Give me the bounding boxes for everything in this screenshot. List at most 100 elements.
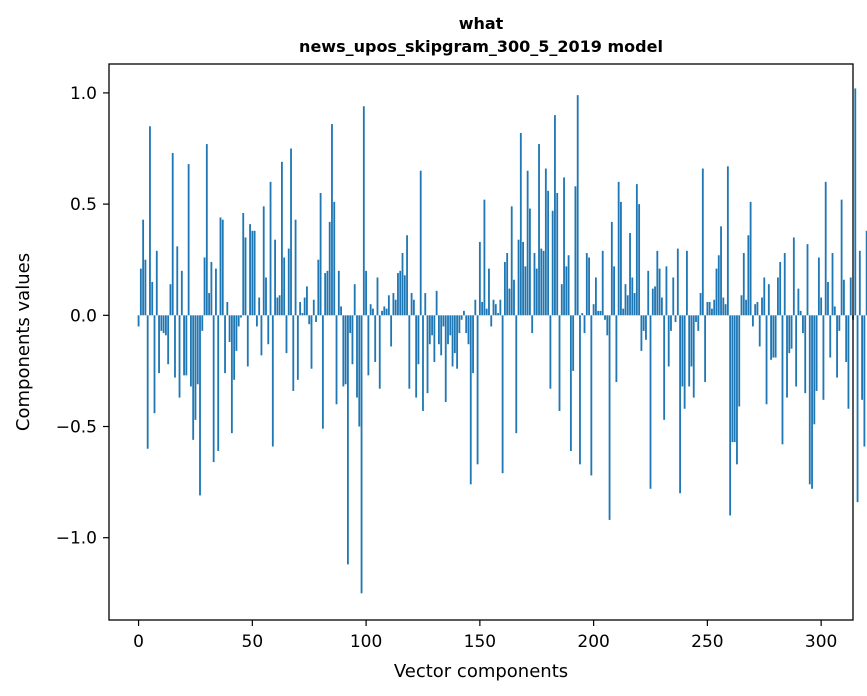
bar <box>751 315 754 327</box>
bar <box>699 293 702 316</box>
bar <box>599 310 602 316</box>
bar <box>474 299 477 316</box>
bar <box>522 241 524 316</box>
bar <box>590 315 593 476</box>
bar <box>815 315 818 391</box>
bar <box>205 144 208 316</box>
bar <box>692 315 695 398</box>
bar <box>324 273 327 316</box>
bar <box>274 239 276 316</box>
bar <box>230 315 233 434</box>
bar <box>174 315 176 378</box>
bar <box>754 304 757 316</box>
bar <box>190 315 192 387</box>
bar <box>255 315 258 327</box>
x-tick-label: 50 <box>242 632 264 652</box>
bar <box>144 259 147 316</box>
bar <box>720 226 722 316</box>
chart-title-line1: what <box>459 14 504 33</box>
bar <box>565 266 568 316</box>
bar <box>180 270 183 316</box>
bar <box>638 204 641 316</box>
bar <box>765 315 768 405</box>
bar <box>704 315 707 383</box>
bar <box>745 299 747 316</box>
bar <box>863 315 866 447</box>
bar <box>633 293 636 316</box>
bar <box>770 315 772 360</box>
bar <box>610 221 613 316</box>
bar <box>353 284 356 316</box>
bars-group <box>137 88 867 594</box>
bar <box>783 253 786 316</box>
bar <box>688 315 691 387</box>
bar <box>763 277 766 316</box>
bar <box>615 315 618 383</box>
bar <box>683 315 686 409</box>
bar <box>804 315 807 394</box>
bar <box>408 315 411 389</box>
bar <box>449 315 452 336</box>
bar <box>865 230 867 316</box>
bar <box>224 315 226 374</box>
bar <box>574 186 577 316</box>
bar <box>451 315 454 367</box>
bar <box>656 250 659 316</box>
bar <box>337 270 340 316</box>
bar <box>726 166 729 316</box>
bar <box>777 277 779 316</box>
bar <box>579 315 581 465</box>
bar <box>758 315 761 347</box>
bar <box>139 268 142 316</box>
bar <box>185 315 188 376</box>
bar <box>444 315 447 403</box>
bar <box>394 299 397 316</box>
bar <box>797 288 800 316</box>
bar <box>221 219 224 316</box>
bar <box>713 299 716 316</box>
bar <box>567 255 570 316</box>
x-tick-label: 300 <box>805 632 837 652</box>
bar <box>362 106 365 316</box>
bar <box>183 315 185 376</box>
bar <box>306 286 308 316</box>
bar <box>478 241 481 316</box>
bar <box>585 253 588 316</box>
bar <box>312 299 315 316</box>
bar <box>235 315 238 351</box>
x-tick-label: 0 <box>133 632 144 652</box>
bar <box>155 250 158 316</box>
bar <box>510 206 513 316</box>
bar <box>403 275 406 316</box>
bar <box>824 181 827 316</box>
bar <box>731 315 734 443</box>
bar <box>781 315 784 445</box>
bar <box>772 315 775 358</box>
bar <box>228 315 231 342</box>
bar <box>799 310 802 316</box>
x-axis-ticks: 0 50 100 150 200 250 300 <box>133 620 837 652</box>
bar <box>679 315 681 494</box>
bar <box>292 315 295 391</box>
bar <box>827 281 829 316</box>
bar <box>802 315 804 334</box>
bar <box>833 306 836 316</box>
bar <box>283 257 286 316</box>
bar <box>547 190 550 316</box>
bar <box>326 270 329 316</box>
bar <box>711 308 713 316</box>
bar <box>831 253 834 316</box>
bar <box>533 253 536 316</box>
bar <box>281 161 283 316</box>
bar <box>629 233 631 316</box>
bar <box>465 315 468 334</box>
bar <box>453 315 456 354</box>
bar <box>635 184 638 316</box>
bar <box>199 315 201 496</box>
bar <box>428 315 431 345</box>
bar <box>419 170 422 316</box>
bar <box>164 315 167 336</box>
bar <box>597 310 600 316</box>
bar <box>153 315 156 414</box>
